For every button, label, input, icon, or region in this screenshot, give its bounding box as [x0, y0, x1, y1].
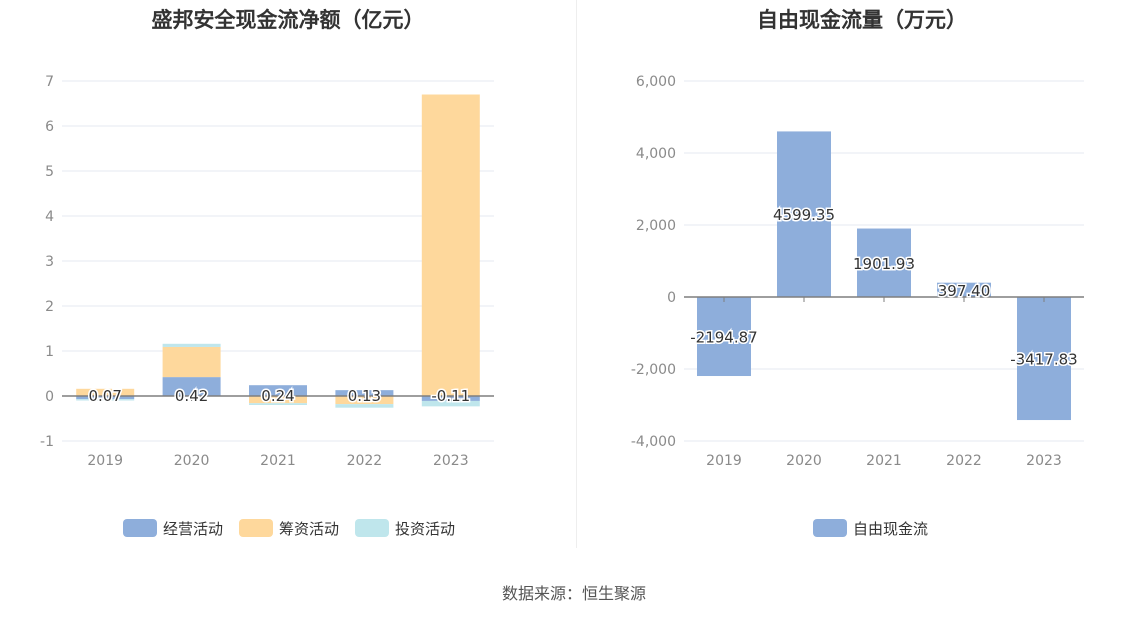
x-tick-label: 2020 — [786, 453, 822, 469]
y-tick-label: 6 — [45, 119, 54, 135]
x-tick-label: 2020 — [174, 453, 210, 469]
x-tick-label: 2023 — [1026, 453, 1062, 469]
y-tick-label: 4,000 — [636, 146, 676, 162]
data-source-note: 数据来源：恒生聚源 — [501, 584, 646, 603]
bar-series1-2023 — [421, 94, 480, 396]
legend-swatch — [123, 519, 157, 537]
x-tick-label: 2023 — [433, 453, 469, 469]
x-tick-label: 2021 — [260, 453, 296, 469]
bar-series0-2022 — [335, 390, 394, 396]
legend-swatch — [355, 519, 389, 537]
y-tick-label: 6,000 — [636, 74, 676, 90]
panel-divider — [576, 0, 577, 548]
free-cash-flow-chart: -4,000 -2,000 0 2,000 4,000 6,000 2019 2020 2021… — [631, 74, 1084, 538]
y-tick-label: 4 — [45, 209, 54, 225]
x-tick-label: 2021 — [866, 453, 902, 469]
bar-series0-2021 — [249, 385, 307, 396]
legend-label: 自由现金流 — [853, 520, 928, 538]
bar-series0-2020 — [162, 377, 221, 396]
data-label: 1901.93 — [853, 255, 915, 273]
data-label: 4599.35 — [773, 206, 835, 224]
bar-series1-2020 — [162, 346, 221, 378]
data-label: 0.42 — [175, 387, 208, 405]
bar-series2-2021 — [249, 403, 307, 405]
bar-2020 — [777, 131, 831, 297]
chart-title-free-cash-flow: 自由现金流量（万元） — [757, 8, 967, 32]
legend-swatch — [813, 519, 847, 537]
y-tick-label: 1 — [45, 344, 54, 360]
cash-flow-chart: -1 0 1 2 3 4 5 6 7 2019 2020 2021 2022 2023 0.07 0.42 0.… — [40, 74, 494, 538]
legend-label: 筹资活动 — [279, 520, 339, 538]
data-label: 0.13 — [348, 387, 381, 405]
bar-2021 — [857, 228, 911, 297]
x-tick-label: 2019 — [706, 453, 742, 469]
x-tick-label: 2019 — [87, 453, 123, 469]
bar-2019 — [697, 297, 751, 377]
bar-2022 — [937, 282, 991, 297]
bar-series2-2023 — [421, 400, 480, 407]
legend-label: 投资活动 — [395, 520, 455, 538]
chart-title-cash-flow: 盛邦安全现金流净额（亿元） — [151, 8, 425, 32]
bar-2023 — [1017, 297, 1071, 421]
legend-label: 经营活动 — [163, 520, 223, 538]
y-tick-label: 0 — [667, 290, 676, 306]
y-tick-label: 2 — [45, 299, 54, 315]
data-label: 397.40 — [938, 282, 991, 300]
y-tick-label: 5 — [45, 164, 54, 180]
data-label: 0.24 — [261, 387, 294, 405]
data-label: -3417.83 — [1010, 351, 1077, 369]
y-tick-label: 0 — [45, 389, 54, 405]
data-label: -2194.87 — [690, 329, 757, 347]
x-tick-label: 2022 — [347, 453, 383, 469]
data-label: 0.07 — [88, 387, 121, 405]
y-tick-label: -4,000 — [631, 434, 676, 450]
y-tick-label: -2,000 — [631, 362, 676, 378]
bar-series2-2020 — [162, 343, 221, 347]
bar-series2-2022 — [335, 404, 394, 408]
y-tick-label: 7 — [45, 74, 54, 90]
y-tick-label: -1 — [40, 434, 54, 450]
y-tick-label: 3 — [45, 254, 54, 270]
y-tick-label: 2,000 — [636, 218, 676, 234]
legend-swatch — [239, 519, 273, 537]
bar-series1-2019 — [76, 388, 135, 396]
data-label: -0.11 — [431, 387, 470, 405]
x-tick-label: 2022 — [946, 453, 982, 469]
